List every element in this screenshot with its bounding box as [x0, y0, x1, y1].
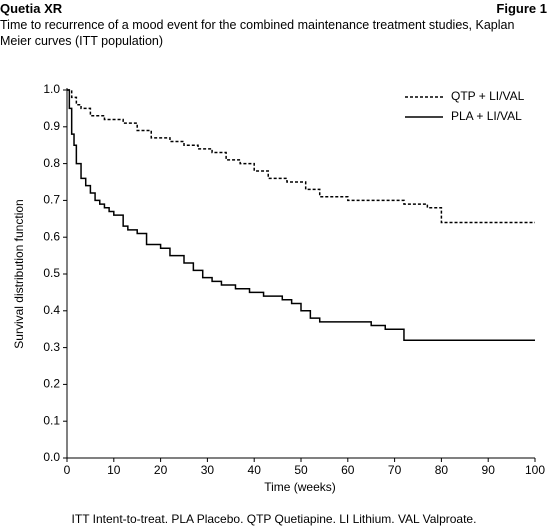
x-tick-label: 80 — [435, 463, 449, 477]
footnote: ITT Intent-to-treat. PLA Placebo. QTP Qu… — [72, 512, 477, 526]
y-tick-label: 0.2 — [43, 377, 60, 391]
x-tick-label: 70 — [388, 463, 402, 477]
x-tick-label: 0 — [64, 463, 71, 477]
y-tick-label: 0.1 — [43, 413, 60, 427]
y-tick-label: 0.9 — [43, 119, 60, 133]
x-tick-label: 20 — [154, 463, 168, 477]
legend-label: PLA + LI/VAL — [451, 109, 522, 123]
y-tick-label: 1.0 — [43, 82, 60, 96]
x-tick-label: 60 — [341, 463, 355, 477]
y-tick-label: 0.4 — [43, 303, 60, 317]
figure-label: Figure 1 — [496, 1, 547, 16]
x-tick-label: 100 — [525, 463, 545, 477]
x-tick-label: 50 — [294, 463, 308, 477]
y-tick-label: 0.0 — [43, 450, 60, 464]
legend-label: QTP + LI/VAL — [451, 89, 525, 103]
x-axis-label: Time (weeks) — [264, 480, 336, 494]
x-tick-label: 40 — [248, 463, 262, 477]
x-tick-label: 30 — [201, 463, 215, 477]
chart-title: Time to recurrence of a mood event for t… — [0, 18, 515, 48]
survival-curve — [67, 89, 535, 224]
brand: Quetia XR — [0, 1, 63, 16]
y-axis-label: Survival distribution function — [12, 199, 26, 348]
y-tick-label: 0.3 — [43, 340, 60, 354]
y-tick-label: 0.8 — [43, 156, 60, 170]
y-tick-label: 0.7 — [43, 193, 60, 207]
survival-curve — [67, 89, 535, 341]
y-tick-label: 0.5 — [43, 266, 60, 280]
x-tick-label: 90 — [482, 463, 496, 477]
y-tick-label: 0.6 — [43, 229, 60, 243]
x-tick-label: 10 — [107, 463, 121, 477]
